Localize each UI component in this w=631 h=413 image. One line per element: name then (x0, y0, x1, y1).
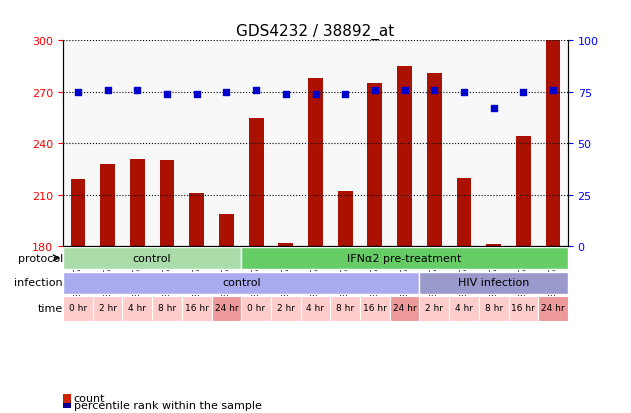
Bar (367, 84, 382, 247)
Bar (249, 118, 264, 247)
Bar (338, 192, 353, 247)
FancyBboxPatch shape (449, 297, 479, 321)
Text: time: time (38, 303, 63, 313)
FancyBboxPatch shape (93, 297, 122, 321)
Point (429, 87, 439, 94)
Text: control: control (133, 253, 172, 263)
FancyBboxPatch shape (271, 297, 300, 321)
Point (103, 87, 113, 94)
FancyBboxPatch shape (331, 297, 360, 321)
FancyBboxPatch shape (211, 297, 241, 321)
Text: 0 hr: 0 hr (69, 304, 87, 313)
Point (281, 91, 291, 98)
Bar (397, 67, 412, 247)
FancyBboxPatch shape (63, 248, 241, 270)
Bar (487, 245, 501, 247)
FancyBboxPatch shape (63, 297, 93, 321)
FancyBboxPatch shape (182, 297, 211, 321)
Bar (516, 137, 531, 247)
Text: 4 hr: 4 hr (307, 304, 324, 313)
Point (221, 89, 232, 96)
Point (251, 87, 261, 94)
FancyBboxPatch shape (360, 297, 390, 321)
Text: infection: infection (15, 278, 63, 287)
FancyBboxPatch shape (241, 297, 271, 321)
Point (310, 91, 321, 98)
Bar (457, 178, 471, 247)
Text: 24 hr: 24 hr (541, 304, 565, 313)
Text: 24 hr: 24 hr (392, 304, 416, 313)
Point (518, 89, 528, 96)
Bar (427, 74, 442, 247)
Bar (160, 161, 174, 247)
Bar (189, 193, 204, 247)
Text: 2 hr: 2 hr (425, 304, 443, 313)
FancyBboxPatch shape (122, 297, 152, 321)
Text: 4 hr: 4 hr (455, 304, 473, 313)
FancyBboxPatch shape (63, 272, 420, 294)
Bar (308, 79, 323, 247)
Text: 8 hr: 8 hr (158, 304, 176, 313)
Text: protocol: protocol (18, 253, 63, 263)
Text: 0 hr: 0 hr (247, 304, 265, 313)
FancyBboxPatch shape (390, 297, 420, 321)
Point (370, 87, 380, 94)
Title: GDS4232 / 38892_at: GDS4232 / 38892_at (237, 24, 394, 40)
Text: control: control (222, 278, 261, 287)
Point (162, 91, 172, 98)
Bar (546, 41, 560, 247)
Text: IFNα2 pre-treatment: IFNα2 pre-treatment (348, 253, 462, 263)
Point (192, 91, 202, 98)
Text: 2 hr: 2 hr (98, 304, 117, 313)
Text: percentile rank within the sample: percentile rank within the sample (74, 400, 262, 410)
FancyBboxPatch shape (300, 297, 331, 321)
FancyBboxPatch shape (152, 297, 182, 321)
FancyBboxPatch shape (538, 297, 568, 321)
Text: 4 hr: 4 hr (128, 304, 146, 313)
Bar (219, 214, 234, 247)
Point (133, 87, 143, 94)
Text: HIV infection: HIV infection (458, 278, 529, 287)
Text: 2 hr: 2 hr (277, 304, 295, 313)
Text: 16 hr: 16 hr (185, 304, 209, 313)
Bar (278, 243, 293, 247)
FancyBboxPatch shape (420, 297, 449, 321)
Point (488, 106, 498, 112)
Text: 8 hr: 8 hr (336, 304, 354, 313)
Text: count: count (74, 393, 105, 403)
Point (340, 91, 350, 98)
Point (399, 87, 410, 94)
FancyBboxPatch shape (241, 248, 568, 270)
Bar (130, 159, 144, 247)
Bar (100, 164, 115, 247)
Bar (71, 180, 85, 247)
Text: 8 hr: 8 hr (485, 304, 503, 313)
Text: 16 hr: 16 hr (511, 304, 535, 313)
FancyBboxPatch shape (420, 272, 568, 294)
Point (73, 89, 83, 96)
Point (459, 89, 469, 96)
Point (548, 87, 558, 94)
Text: 24 hr: 24 hr (215, 304, 239, 313)
FancyBboxPatch shape (479, 297, 509, 321)
FancyBboxPatch shape (509, 297, 538, 321)
Text: 16 hr: 16 hr (363, 304, 387, 313)
